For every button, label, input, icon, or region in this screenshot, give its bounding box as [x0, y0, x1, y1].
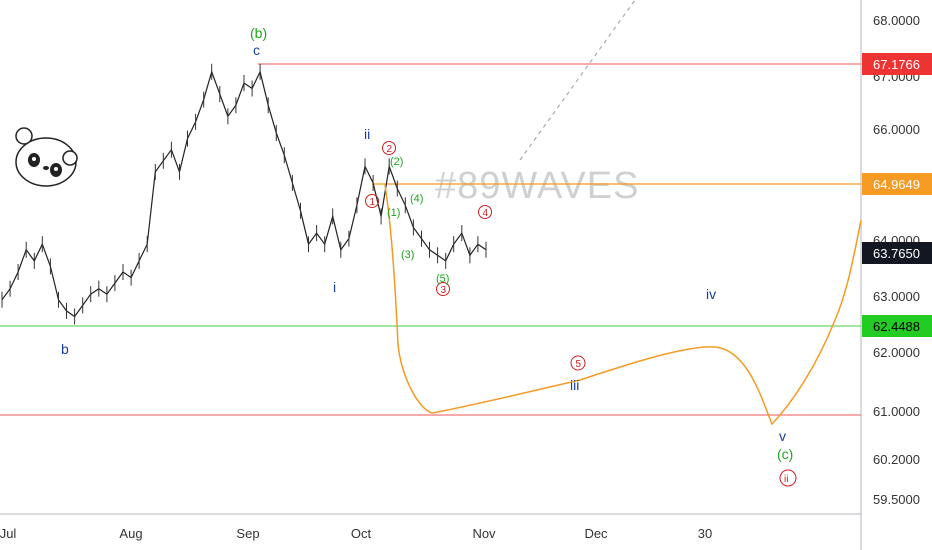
watermark: #89WAVES [435, 165, 639, 207]
badge-text: 62.4488 [873, 319, 920, 334]
price-series [1, 63, 487, 325]
y-tick-label: 68.0000 [873, 13, 920, 28]
wave-red-ii: ii [779, 469, 797, 487]
wave-red-1: 1 [365, 194, 379, 208]
wave-red-4: 4 [478, 205, 492, 219]
wave-red-5: 5 [570, 355, 586, 371]
badge-67-1766: 67.1766 [862, 53, 932, 75]
x-tick-label: Nov [472, 526, 496, 541]
wave-label-b-top: (b) [250, 25, 267, 41]
wave-label-i: i [333, 279, 336, 295]
wave-label-iii: iii [570, 377, 579, 393]
badge-text: 67.1766 [873, 57, 920, 72]
wave-label-iv: iv [706, 286, 716, 302]
wave-label-v: v [779, 428, 786, 444]
wave-label-ii: ii [364, 126, 370, 142]
panda-logo [15, 127, 78, 187]
wave-green-3: (3) [401, 249, 414, 261]
projection-path [384, 184, 862, 426]
svg-text:2: 2 [387, 144, 393, 155]
x-tick-label: Aug [119, 526, 142, 541]
wave-label-b-low: b [61, 341, 69, 357]
y-tick-label: 61.0000 [873, 404, 920, 419]
y-tick-label: 66.0000 [873, 122, 920, 137]
x-tick-label: Jul [0, 526, 16, 541]
wave-green-2: (2) [390, 156, 403, 168]
badge-text: 63.7650 [873, 246, 920, 261]
wave-label-c-final: (c) [777, 446, 793, 462]
y-tick-label: 59.5000 [873, 492, 920, 507]
y-tick-label: 62.0000 [873, 345, 920, 360]
wave-red-2: 2 [382, 141, 396, 155]
y-tick-label: 63.0000 [873, 289, 920, 304]
svg-text:4: 4 [483, 208, 489, 219]
badge-63-7650: 63.7650 [862, 242, 932, 264]
svg-text:3: 3 [441, 285, 447, 296]
svg-text:1: 1 [370, 197, 376, 208]
wave-green-5: (5) [436, 273, 449, 285]
badge-64-9649: 64.9649 [862, 173, 932, 195]
wave-red-3: 3 [436, 282, 450, 296]
x-tick-label: Dec [584, 526, 608, 541]
wave-green-1: (1) [387, 207, 400, 219]
badge-text: 64.9649 [873, 177, 920, 192]
x-tick-label: 30 [698, 526, 712, 541]
svg-text:5: 5 [576, 359, 582, 370]
badge-62-4488: 62.4488 [862, 315, 932, 337]
svg-text:ii: ii [784, 474, 788, 485]
wave-label-c-top: c [253, 42, 260, 58]
x-tick-label: Oct [351, 526, 372, 541]
wave-green-4: (4) [410, 193, 423, 205]
dashed-trend-line [519, 0, 636, 161]
x-tick-label: Sep [236, 526, 259, 541]
y-tick-label: 60.2000 [873, 452, 920, 467]
